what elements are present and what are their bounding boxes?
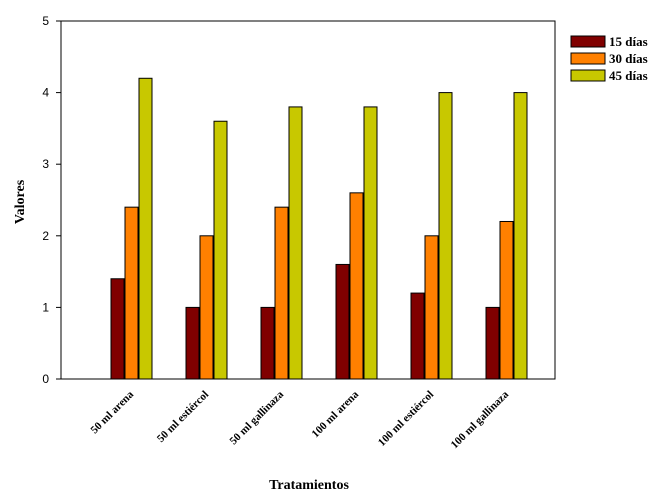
legend-swatch [570,52,606,65]
bar-2-5 [424,235,439,380]
plot-frame [60,20,556,380]
y-tick-label: 4 [42,86,49,100]
bar-1-2 [185,306,200,380]
bar-1-1 [110,278,125,380]
x-tick-label: 50 ml estiércol [155,389,211,445]
bar-3-2 [213,120,228,380]
legend-swatch [570,69,606,82]
x-tick-label: 100 ml arena [310,388,362,440]
legend: 15 días 30 días 45 días [570,34,648,83]
legend-label: 45 días [609,68,648,83]
bar-3-3 [288,106,303,380]
x-tick-label: 100 ml estiércol [376,389,436,449]
bar-2-4 [349,192,364,380]
bar-2-1 [124,206,139,380]
bars-layer [110,77,528,380]
legend-label: 15 días [609,34,648,49]
bar-3-6 [513,92,528,380]
y-tick-label: 0 [42,372,49,386]
bar-1-6 [485,306,500,380]
bar-1-3 [260,306,275,380]
x-axis-title: Tratamientos [269,478,349,491]
legend-swatch [570,35,606,48]
bar-1-4 [335,263,350,380]
y-tick-label: 2 [42,229,49,243]
bar-2-3 [274,206,289,380]
y-tick-label: 5 [42,14,49,28]
y-axis-title: Valores [13,179,28,224]
bar-3-5 [438,92,453,380]
x-tick-label: 100 ml gallinaza [449,388,512,451]
bar-2-2 [199,235,214,380]
y-tick-label: 1 [42,300,49,314]
bar-1-5 [410,292,425,380]
x-tick-label: 50 ml arena [88,388,136,436]
legend-label: 30 días [609,51,648,66]
bar-2-6 [499,220,514,380]
bar-3-4 [363,106,378,380]
y-tick-label: 3 [42,157,49,171]
bar-3-1 [138,77,153,380]
x-tick-label: 50 ml gallinaza [228,388,287,447]
